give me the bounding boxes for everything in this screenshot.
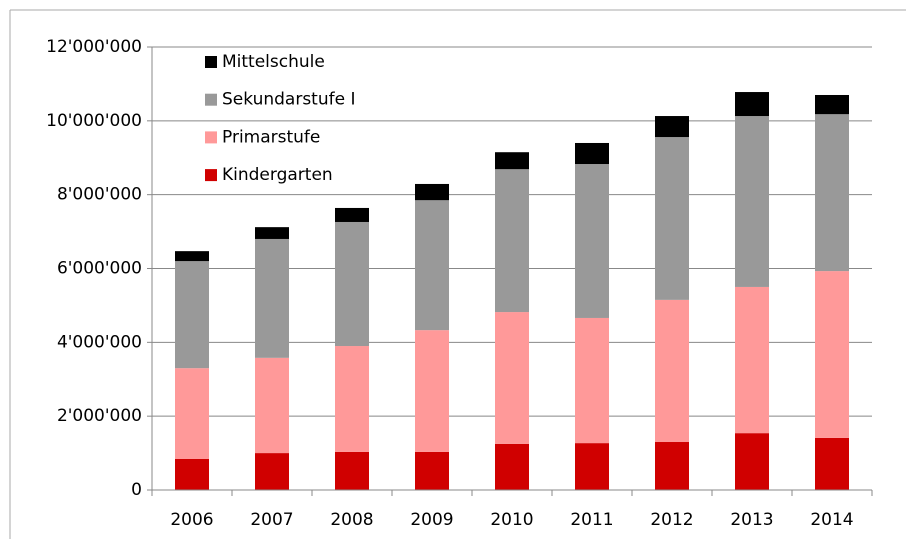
bar-segment [175,261,209,369]
bar-segment [655,137,689,300]
bar-segment [655,299,689,443]
y-tick-label: 4'000'000 [57,332,142,352]
bar-segment [335,346,369,452]
bar-segment [175,458,209,490]
bar-segment [495,152,529,170]
bar-segment [735,433,769,490]
bar-segment [415,330,449,452]
bar-segment [815,437,849,490]
bar-segment [335,207,369,222]
y-tick-label: 10'000'000 [46,111,142,131]
x-tick-label: 2011 [570,510,613,530]
legend-swatch [205,56,217,68]
x-tick-label: 2010 [490,510,533,530]
y-tick-label: 6'000'000 [57,259,142,279]
bar-segment [815,94,849,115]
legend-label: Sekundarstufe I [222,90,355,110]
legend-swatch [205,131,217,144]
x-tick-label: 2006 [170,510,213,530]
x-tick-label: 2012 [650,510,693,530]
bar-segment [495,312,529,444]
legend-swatch [205,169,217,182]
y-tick-label: 2'000'000 [57,406,142,426]
bar-segment [495,169,529,313]
bar-segment [175,251,209,262]
bar-segment [415,183,449,201]
bar-segment [815,114,849,272]
bar-segment [815,271,849,438]
x-tick-label: 2013 [730,510,773,530]
bar-segment [735,116,769,287]
bar-segment [415,451,449,490]
y-tick-label: 0 [131,480,142,500]
bar-segment [335,451,369,490]
x-tick-label: 2009 [410,510,453,530]
bar-segment [495,443,529,490]
bar-segment [655,116,689,138]
bar-segment [255,453,289,490]
bar-segment [735,286,769,434]
bar-segment [255,227,289,239]
bar-segment [335,221,369,347]
bar-segment [575,443,609,490]
y-tick-label: 8'000'000 [57,185,142,205]
bar-segment [735,92,769,117]
bar-segment [255,238,289,358]
x-tick-label: 2008 [330,510,373,530]
bar-segment [255,357,289,454]
legend-label: Kindergarten [222,165,333,185]
bar-segment [175,368,209,459]
bar-segment [415,200,449,331]
legend-label: Mittelschule [222,52,325,72]
y-tick-label: 12'000'000 [46,37,142,57]
legend-label: Primarstufe [222,127,320,147]
bar-segment [655,442,689,490]
bar-segment [575,317,609,444]
x-tick-label: 2014 [810,510,853,530]
bar-segment [575,142,609,165]
bar-segment [575,164,609,318]
x-tick-label: 2007 [250,510,293,530]
legend-swatch [205,93,217,106]
